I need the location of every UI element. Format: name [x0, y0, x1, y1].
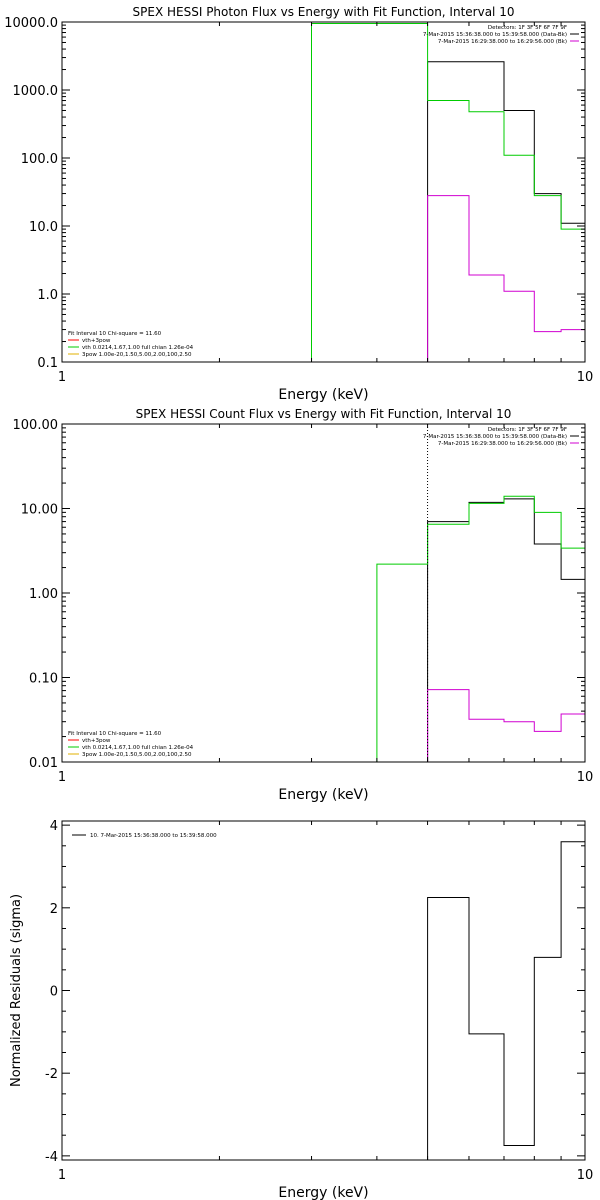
series-line-1: [427, 61, 585, 362]
y-tick-label: -4: [45, 1150, 58, 1165]
legend-bottom-left-text: vth+3pow: [82, 738, 111, 744]
y-tick-label: 0.1: [37, 356, 58, 371]
series-group: [376, 424, 585, 762]
series-group: [427, 841, 585, 1160]
legend-bottom-left-text: 3pow 1.00e-20,1.50,5.00,2.00,100,2.50: [82, 752, 192, 758]
y-tick-label: 1000.0: [13, 84, 59, 99]
x-tick-label: 1: [58, 370, 66, 385]
y-tick-label: 1.00: [29, 587, 58, 602]
y-tick-label: 4: [50, 819, 58, 834]
legend-top-right-text: Detectors: 1F 3F 5F 6F 7F 9F: [488, 25, 567, 31]
x-axis-label: Energy (keV): [278, 387, 368, 403]
y-tick-label: 2: [50, 902, 58, 917]
x-tick-label: 10: [577, 770, 594, 785]
legend-top-left-text: 10. 7-Mar-2015 15:36:38.000 to 15:39:58.…: [90, 833, 217, 839]
legend-top-right-text: 7-Mar-2015 15:36:38.000 to 15:39:58.000 …: [423, 32, 567, 38]
legend-top-right-text: 7-Mar-2015 16:29:38.000 to 16:29:56.000 …: [438, 39, 567, 45]
y-tick-label: 0: [50, 985, 58, 1000]
x-tick-label: 10: [577, 370, 594, 385]
y-tick-label: 0.10: [29, 672, 58, 687]
plot-frame: [61, 21, 586, 363]
chart-panel-3: 1 10 -4 -2 0 2 4 Energy (keV) Normalized Residua…: [9, 819, 593, 1200]
y-tick-label: 100.00: [13, 418, 59, 433]
y-axis-label: Normalized Residuals (sigma): [9, 894, 24, 1087]
legend-bottom-left-text: Fit Interval 10 Chi-square = 11.60: [68, 331, 162, 337]
legend-bottom-left-text: vth 0.0214,1.67,1.00 full chian 1.26e-04: [82, 345, 194, 351]
plot-frame: [61, 423, 586, 763]
chart-title: SPEX HESSI Count Flux vs Energy with Fit…: [136, 407, 512, 421]
legend-bottom-left-text: 3pow 1.00e-20,1.50,5.00,2.00,100,2.50: [82, 352, 192, 358]
legend-bottom-left-text: vth+3pow: [82, 338, 111, 344]
y-tick-label: 10.00: [21, 503, 58, 518]
series-line-3: [427, 689, 585, 762]
series-line-1: [427, 841, 585, 1160]
y-tick-label: -2: [45, 1067, 58, 1082]
x-tick-label: 1: [58, 1168, 66, 1183]
chart-title: SPEX HESSI Photon Flux vs Energy with Fi…: [133, 5, 515, 19]
y-tick-label: 10.0: [29, 220, 58, 235]
plot-frame: [61, 820, 586, 1161]
y-tick-label: 1.0: [37, 288, 58, 303]
x-axis-label: Energy (keV): [278, 1185, 368, 1200]
legend-top-right-text: 7-Mar-2015 15:36:38.000 to 15:39:58.000 …: [423, 434, 567, 440]
y-tick-label: 10000.0: [4, 16, 58, 31]
series-line-1: [427, 498, 585, 762]
y-tick-label: 100.0: [21, 152, 58, 167]
series-line-2: [376, 495, 585, 762]
series-line-2: [311, 23, 585, 362]
x-tick-label: 1: [58, 770, 66, 785]
chart-panel-1: SPEX HESSI Photon Flux vs Energy with Fi…: [4, 5, 593, 403]
legend-top-right-text: Detectors: 1F 3F 5F 6F 7F 9F: [488, 427, 567, 433]
series-line-3: [427, 195, 585, 362]
x-axis-label: Energy (keV): [278, 787, 368, 803]
y-tick-label: 0.01: [29, 756, 58, 771]
x-tick-label: 10: [577, 1168, 594, 1183]
series-group: [311, 23, 585, 362]
legend-bottom-left-text: Fit Interval 10 Chi-square = 11.60: [68, 731, 162, 737]
legend-top-right-text: 7-Mar-2015 16:29:38.000 to 16:29:56.000 …: [438, 441, 567, 447]
legend-bottom-left-text: vth 0.0214,1.67,1.00 full chian 1.26e-04: [82, 745, 194, 751]
chart-panel-2: SPEX HESSI Count Flux vs Energy with Fit…: [13, 407, 594, 803]
